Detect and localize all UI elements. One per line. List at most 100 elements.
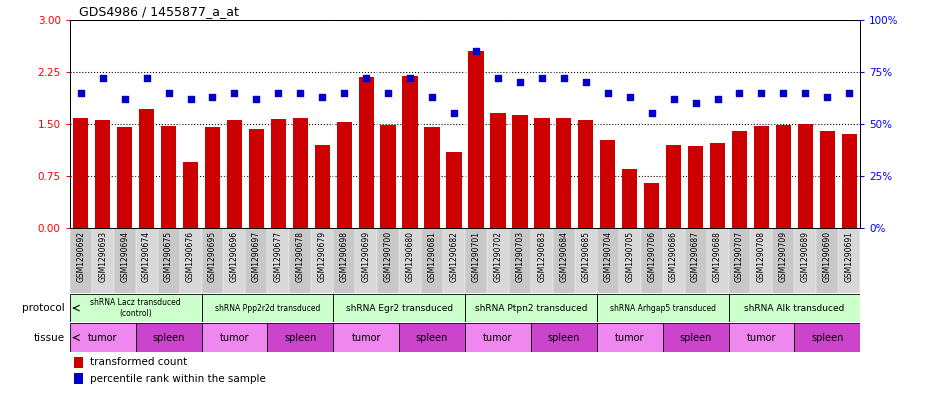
Point bbox=[644, 110, 659, 117]
Text: GSM1290692: GSM1290692 bbox=[76, 231, 86, 282]
Bar bbox=[179, 228, 202, 293]
Bar bbox=[73, 373, 83, 384]
Text: GSM1290680: GSM1290680 bbox=[405, 231, 415, 282]
Point bbox=[95, 75, 110, 81]
Text: GSM1290684: GSM1290684 bbox=[559, 231, 568, 282]
Bar bbox=[205, 127, 220, 228]
Point bbox=[161, 90, 176, 96]
Text: percentile rank within the sample: percentile rank within the sample bbox=[89, 374, 265, 384]
Point bbox=[315, 94, 330, 100]
Point bbox=[73, 90, 88, 96]
Bar bbox=[794, 323, 860, 352]
Text: GSM1290674: GSM1290674 bbox=[142, 231, 151, 282]
Text: GSM1290678: GSM1290678 bbox=[296, 231, 305, 282]
Bar bbox=[443, 228, 465, 293]
Text: GSM1290696: GSM1290696 bbox=[230, 231, 239, 282]
Bar bbox=[399, 228, 421, 293]
Text: spleen: spleen bbox=[285, 332, 316, 343]
Text: shRNA Egr2 transduced: shRNA Egr2 transduced bbox=[346, 304, 453, 312]
Bar bbox=[487, 228, 509, 293]
Text: shRNA Arhgap5 transduced: shRNA Arhgap5 transduced bbox=[610, 304, 715, 312]
Bar bbox=[314, 145, 330, 228]
Text: tumor: tumor bbox=[352, 332, 381, 343]
Bar bbox=[246, 228, 267, 293]
Bar bbox=[465, 294, 597, 322]
Bar bbox=[289, 228, 312, 293]
Text: GSM1290693: GSM1290693 bbox=[99, 231, 107, 282]
Bar bbox=[157, 228, 179, 293]
Bar bbox=[403, 76, 418, 228]
Bar bbox=[622, 169, 637, 228]
Bar bbox=[817, 228, 838, 293]
Bar bbox=[139, 108, 154, 228]
Bar bbox=[534, 118, 550, 228]
Text: shRNA Lacz transduced
(control): shRNA Lacz transduced (control) bbox=[90, 298, 181, 318]
Bar bbox=[446, 152, 461, 228]
Text: protocol: protocol bbox=[22, 303, 65, 313]
Bar bbox=[728, 228, 751, 293]
Bar bbox=[732, 131, 747, 228]
Point bbox=[140, 75, 154, 81]
Text: tissue: tissue bbox=[34, 332, 65, 343]
Point bbox=[578, 79, 593, 85]
Bar bbox=[421, 228, 443, 293]
Bar bbox=[556, 118, 572, 228]
Text: tumor: tumor bbox=[747, 332, 777, 343]
Point bbox=[688, 100, 703, 106]
Text: GSM1290701: GSM1290701 bbox=[472, 231, 481, 282]
Point bbox=[380, 90, 395, 96]
Point bbox=[600, 90, 615, 96]
Bar bbox=[728, 294, 860, 322]
Text: GSM1290698: GSM1290698 bbox=[339, 231, 349, 282]
Point bbox=[666, 95, 681, 102]
Bar bbox=[70, 294, 202, 322]
Bar bbox=[355, 228, 378, 293]
Point bbox=[271, 90, 286, 96]
Text: shRNA Ppp2r2d transduced: shRNA Ppp2r2d transduced bbox=[215, 304, 320, 312]
Text: GSM1290699: GSM1290699 bbox=[362, 231, 371, 282]
Text: tumor: tumor bbox=[88, 332, 117, 343]
Point bbox=[820, 94, 835, 100]
Bar bbox=[358, 77, 374, 228]
Bar bbox=[688, 146, 703, 228]
Bar bbox=[380, 125, 396, 228]
Text: spleen: spleen bbox=[811, 332, 844, 343]
Bar bbox=[293, 118, 308, 228]
Text: GSM1290687: GSM1290687 bbox=[691, 231, 700, 282]
Text: GSM1290681: GSM1290681 bbox=[428, 231, 436, 282]
Bar bbox=[662, 323, 728, 352]
Bar bbox=[597, 323, 662, 352]
Text: GSM1290675: GSM1290675 bbox=[164, 231, 173, 282]
Text: spleen: spleen bbox=[416, 332, 448, 343]
Bar bbox=[333, 323, 399, 352]
Point bbox=[754, 90, 769, 96]
Point bbox=[535, 75, 550, 81]
Bar bbox=[227, 120, 242, 228]
Text: GSM1290706: GSM1290706 bbox=[647, 231, 657, 282]
Bar bbox=[136, 228, 157, 293]
Point bbox=[359, 75, 374, 81]
Bar bbox=[641, 228, 662, 293]
Text: GSM1290704: GSM1290704 bbox=[604, 231, 612, 282]
Text: GSM1290685: GSM1290685 bbox=[581, 231, 591, 282]
Text: GSM1290691: GSM1290691 bbox=[844, 231, 854, 282]
Point bbox=[293, 90, 308, 96]
Text: GSM1290683: GSM1290683 bbox=[538, 231, 546, 282]
Point bbox=[776, 90, 790, 96]
Bar bbox=[337, 122, 352, 228]
Bar bbox=[161, 126, 177, 228]
Bar bbox=[728, 323, 794, 352]
Point bbox=[227, 90, 242, 96]
Bar bbox=[842, 134, 857, 228]
Bar bbox=[202, 294, 333, 322]
Bar bbox=[378, 228, 399, 293]
Point bbox=[469, 48, 484, 54]
Point bbox=[337, 90, 352, 96]
Point bbox=[205, 94, 219, 100]
Point bbox=[732, 90, 747, 96]
Bar bbox=[751, 228, 773, 293]
Bar bbox=[465, 323, 531, 352]
Bar bbox=[70, 228, 92, 293]
Bar bbox=[819, 131, 835, 228]
Bar bbox=[424, 127, 440, 228]
